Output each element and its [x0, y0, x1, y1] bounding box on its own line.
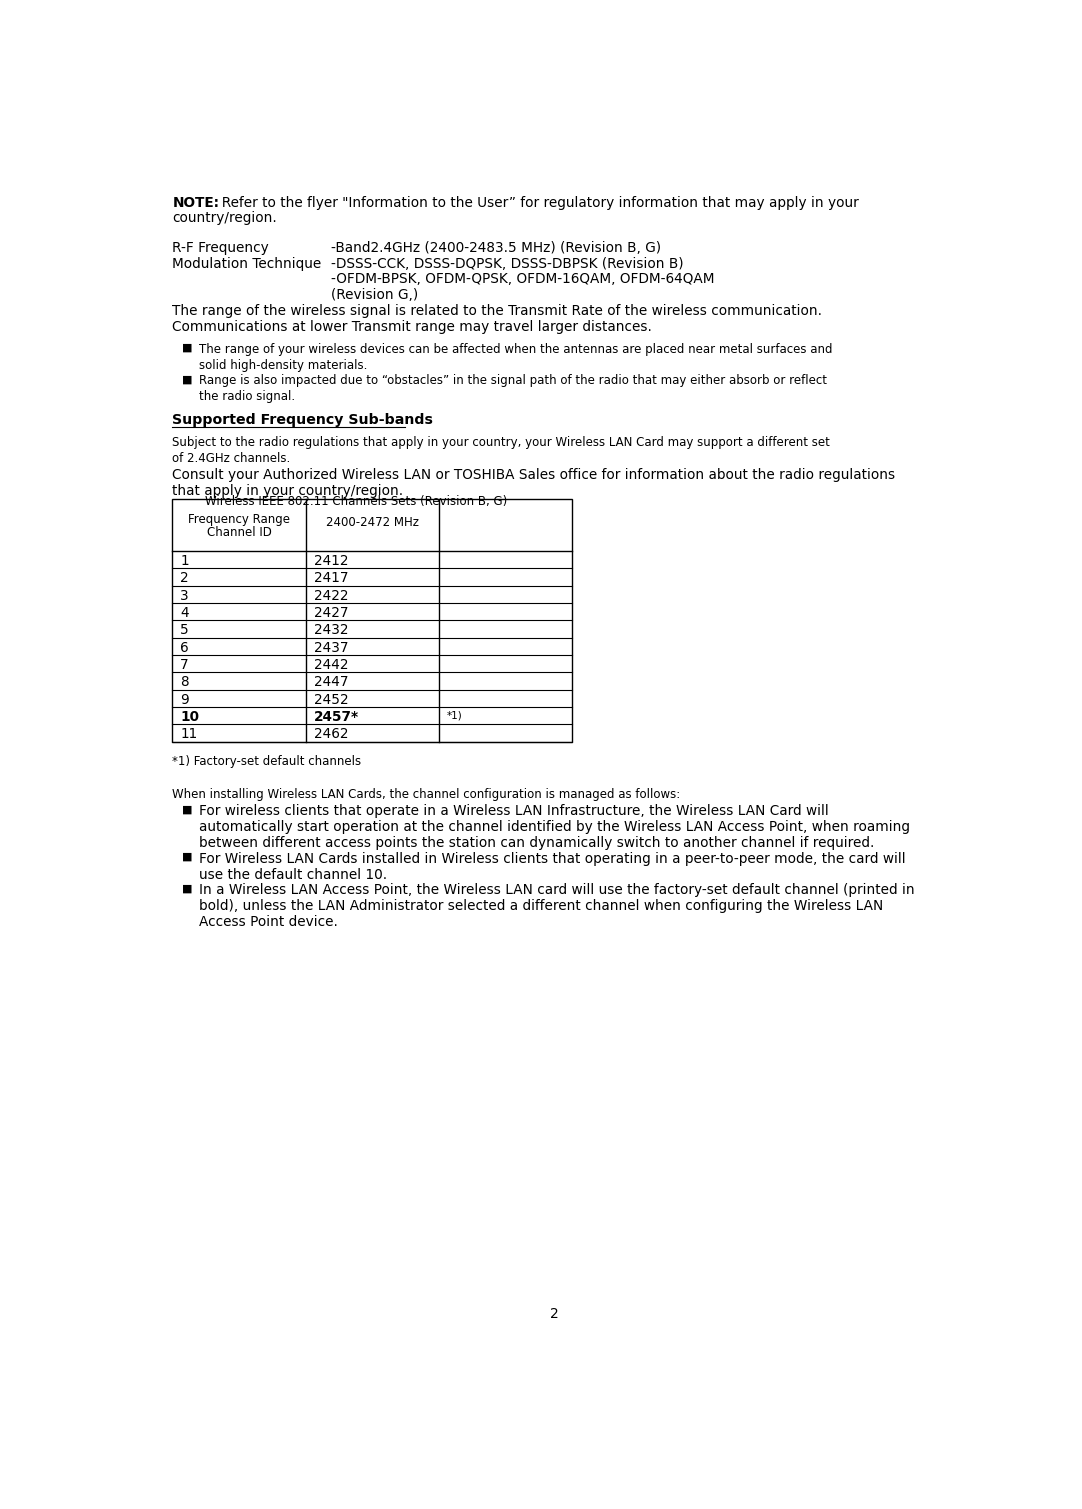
Text: 11: 11 [181, 727, 197, 741]
Text: ■: ■ [182, 804, 193, 815]
Text: 2400-2472 MHz: 2400-2472 MHz [326, 516, 419, 528]
Text: Range is also impacted due to “obstacles” in the signal path of the radio that m: Range is also impacted due to “obstacles… [199, 374, 827, 388]
Text: ■: ■ [182, 374, 193, 385]
Text: 3: 3 [181, 589, 189, 602]
Text: country/region.: country/region. [172, 211, 277, 225]
Text: ■: ■ [182, 851, 193, 862]
Text: Subject to the radio regulations that apply in your country, your Wireless LAN C: Subject to the radio regulations that ap… [172, 436, 830, 450]
Text: 2442: 2442 [314, 658, 348, 672]
Text: Frequency Range: Frequency Range [188, 513, 290, 527]
Text: 2432: 2432 [314, 623, 348, 637]
Text: 2447: 2447 [314, 676, 348, 690]
Text: *1) Factory-set default channels: *1) Factory-set default channels [172, 756, 361, 768]
Text: of 2.4GHz channels.: of 2.4GHz channels. [172, 453, 291, 465]
Text: 4: 4 [181, 607, 189, 620]
Text: 2462: 2462 [314, 727, 348, 741]
Text: 2412: 2412 [314, 554, 348, 567]
Text: the radio signal.: the radio signal. [199, 391, 295, 403]
Text: Channel ID: Channel ID [207, 525, 272, 539]
Text: ■: ■ [182, 343, 193, 353]
Text: solid high-density materials.: solid high-density materials. [199, 359, 367, 371]
Text: NOTE:: NOTE: [172, 196, 220, 210]
Text: (Revision G,): (Revision G,) [331, 288, 419, 302]
Text: The range of your wireless devices can be affected when the antennas are placed : The range of your wireless devices can b… [199, 343, 832, 356]
Text: automatically start operation at the channel identified by the Wireless LAN Acce: automatically start operation at the cha… [199, 821, 910, 834]
Text: Access Point device.: Access Point device. [199, 914, 338, 930]
Text: bold), unless the LAN Administrator selected a different channel when configurin: bold), unless the LAN Administrator sele… [199, 899, 883, 913]
Text: 2417: 2417 [314, 572, 348, 585]
Text: The range of the wireless signal is related to the Transmit Rate of the wireless: The range of the wireless signal is rela… [172, 303, 822, 318]
Text: 2422: 2422 [314, 589, 348, 602]
Text: 1: 1 [181, 554, 189, 567]
Text: 2437: 2437 [314, 641, 348, 655]
Text: Modulation Technique: Modulation Technique [172, 257, 321, 270]
Text: -DSSS-CCK, DSSS-DQPSK, DSSS-DBPSK (Revision B): -DSSS-CCK, DSSS-DQPSK, DSSS-DBPSK (Revis… [331, 257, 684, 270]
Text: R-F Frequency: R-F Frequency [172, 241, 269, 255]
Text: 8: 8 [181, 676, 189, 690]
Text: that apply in your country/region.: that apply in your country/region. [172, 484, 404, 498]
Text: 2: 2 [181, 572, 189, 585]
Text: *1): *1) [447, 711, 462, 720]
Text: 7: 7 [181, 658, 189, 672]
Text: For Wireless LAN Cards installed in Wireless clients that operating in a peer-to: For Wireless LAN Cards installed in Wire… [199, 851, 906, 866]
Text: 6: 6 [181, 641, 189, 655]
Text: For wireless clients that operate in a Wireless LAN Infrastructure, the Wireless: For wireless clients that operate in a W… [199, 804, 829, 818]
Text: ■: ■ [182, 883, 193, 893]
Text: Wireless IEEE 802.11 Channels Sets (Revision B, G): Wireless IEEE 802.11 Channels Sets (Revi… [204, 495, 507, 507]
Text: Consult your Authorized Wireless LAN or TOSHIBA Sales office for information abo: Consult your Authorized Wireless LAN or … [172, 468, 896, 481]
Text: 9: 9 [181, 693, 189, 706]
Text: 2427: 2427 [314, 607, 348, 620]
Text: -Band2.4GHz (2400-2483.5 MHz) (Revision B, G): -Band2.4GHz (2400-2483.5 MHz) (Revision … [331, 241, 661, 255]
Text: between different access points the station can dynamically switch to another ch: between different access points the stat… [199, 836, 874, 850]
Text: When installing Wireless LAN Cards, the channel configuration is managed as foll: When installing Wireless LAN Cards, the … [172, 788, 681, 801]
Text: 2457*: 2457* [314, 711, 358, 724]
Text: -OFDM-BPSK, OFDM-QPSK, OFDM-16QAM, OFDM-64QAM: -OFDM-BPSK, OFDM-QPSK, OFDM-16QAM, OFDM-… [331, 272, 715, 287]
Text: Refer to the flyer "Information to the User” for regulatory information that may: Refer to the flyer "Information to the U… [213, 196, 858, 210]
Text: 2: 2 [550, 1307, 559, 1322]
Text: use the default channel 10.: use the default channel 10. [199, 868, 387, 881]
Text: 2452: 2452 [314, 693, 348, 706]
Text: Supported Frequency Sub-bands: Supported Frequency Sub-bands [172, 413, 433, 427]
Text: 10: 10 [181, 711, 199, 724]
Text: Communications at lower Transmit range may travel larger distances.: Communications at lower Transmit range m… [172, 320, 652, 333]
Bar [172, 498, 572, 741]
Text: In a Wireless LAN Access Point, the Wireless LAN card will use the factory-set d: In a Wireless LAN Access Point, the Wire… [199, 883, 914, 898]
Text: 5: 5 [181, 623, 189, 637]
